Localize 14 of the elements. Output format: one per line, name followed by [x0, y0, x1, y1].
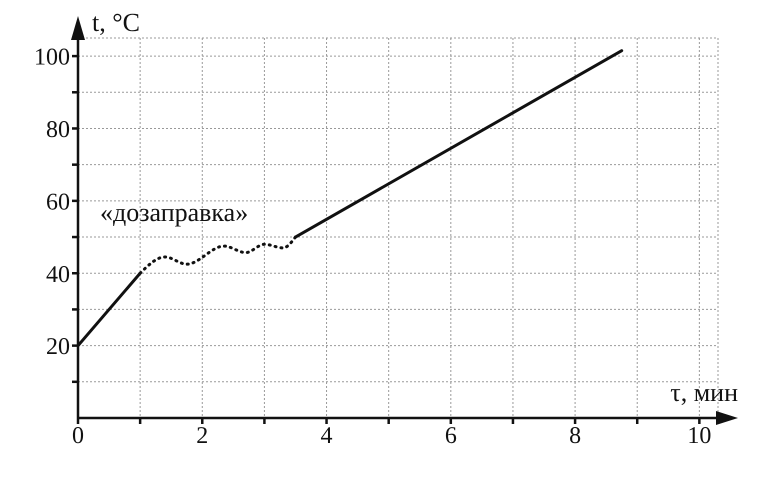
x-tick-label: 10: [687, 423, 712, 450]
x-tick-label: 4: [320, 423, 333, 450]
y-axis-title: t, °C: [92, 8, 140, 38]
y-tick-label: 60: [46, 189, 70, 216]
x-tick-label: 8: [569, 423, 582, 450]
y-tick-label: 80: [46, 116, 70, 143]
x-axis-title: τ, мин: [670, 378, 738, 408]
y-tick-label: 20: [46, 334, 70, 360]
x-tick-label: 6: [444, 423, 457, 450]
x-tick-label: 0: [72, 423, 84, 450]
annotation: «дозаправка»: [100, 198, 248, 228]
y-tick-label: 40: [46, 262, 70, 288]
y-tick-label: 100: [34, 44, 70, 71]
x-tick-label: 2: [196, 423, 208, 450]
